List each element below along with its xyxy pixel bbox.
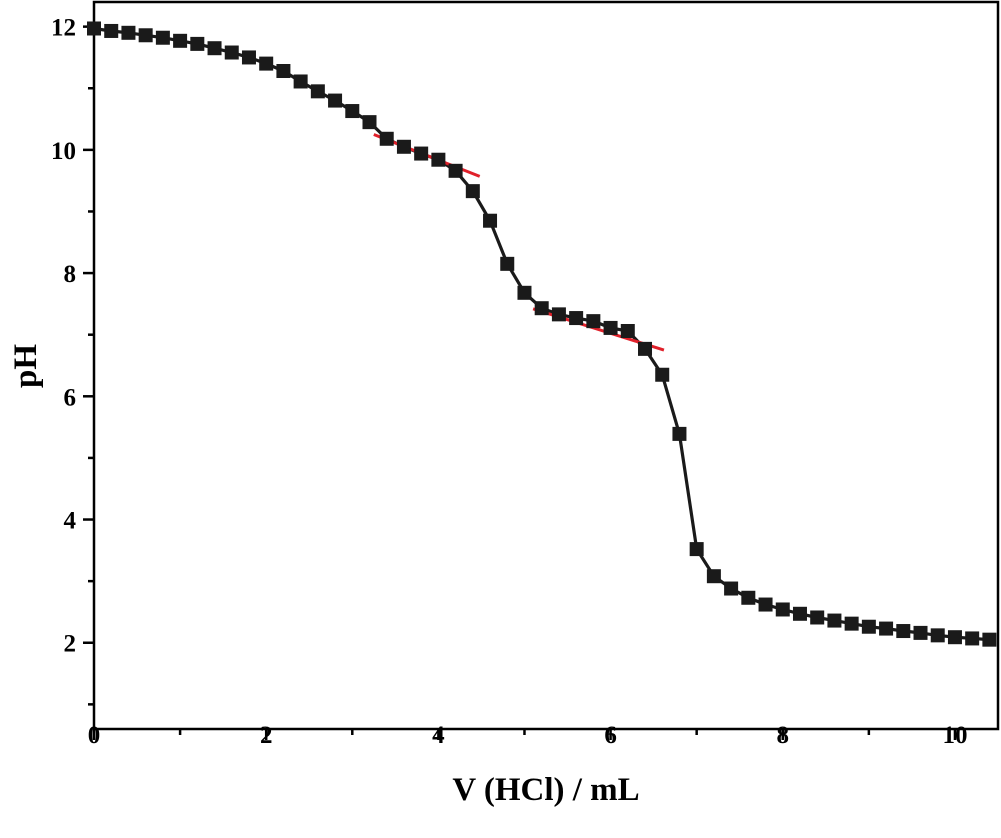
data-point xyxy=(792,606,807,621)
x-tick-label: 8 xyxy=(777,722,790,749)
data-point xyxy=(775,602,790,617)
y-tick-label: 4 xyxy=(64,508,77,535)
data-point xyxy=(500,256,515,271)
data-point xyxy=(672,426,687,441)
data-point xyxy=(87,21,101,36)
y-tick-label: 12 xyxy=(51,15,76,42)
data-point xyxy=(517,285,532,300)
data-point xyxy=(930,628,945,643)
data-point xyxy=(724,581,739,596)
fit-lines-group xyxy=(373,133,665,352)
data-point xyxy=(569,311,584,326)
data-point xyxy=(224,45,239,60)
data-point xyxy=(328,93,343,108)
data-point xyxy=(155,30,170,45)
data-point xyxy=(259,56,274,71)
data-point xyxy=(414,146,429,161)
data-point xyxy=(913,625,928,640)
data-point xyxy=(276,64,291,79)
plot-frame xyxy=(92,0,1000,731)
x-tick-label: 2 xyxy=(260,722,273,749)
data-point xyxy=(104,23,119,38)
data-point xyxy=(879,621,894,636)
data-point xyxy=(121,25,136,40)
data-point xyxy=(603,320,618,335)
titration-curve-line xyxy=(93,26,990,642)
data-point xyxy=(551,307,566,322)
data-point xyxy=(706,569,721,584)
data-point xyxy=(861,619,876,634)
data-point xyxy=(345,104,360,119)
data-point xyxy=(689,542,704,557)
x-tick-label: 6 xyxy=(604,722,617,749)
y-tick-label: 8 xyxy=(64,261,77,288)
data-point xyxy=(534,301,549,316)
x-tick-label: 10 xyxy=(942,722,967,749)
data-point xyxy=(241,50,256,65)
data-point xyxy=(448,163,463,178)
x-tick-label: 4 xyxy=(432,722,445,749)
x-axis-ticks xyxy=(92,729,957,740)
data-point xyxy=(827,613,842,628)
y-tick-label: 2 xyxy=(64,631,77,658)
x-tick-label: 0 xyxy=(88,722,101,749)
data-point xyxy=(741,590,756,605)
x-axis-tick-labels: 0 2 4 6 8 10 xyxy=(88,722,968,749)
y-axis-ticks xyxy=(83,25,94,706)
data-point xyxy=(844,616,859,631)
data-point xyxy=(758,597,773,612)
data-point xyxy=(310,84,325,99)
data-point xyxy=(396,139,411,154)
y-tick-label: 6 xyxy=(64,384,77,411)
data-point xyxy=(379,131,394,146)
data-point xyxy=(655,367,670,382)
y-tick-label: 10 xyxy=(51,138,76,165)
data-point xyxy=(620,323,635,338)
data-point xyxy=(173,33,188,48)
x-axis-title: V (HCl) / mL xyxy=(452,772,639,808)
data-point xyxy=(138,28,153,43)
data-point xyxy=(293,74,308,89)
data-point xyxy=(982,632,997,647)
data-point xyxy=(586,314,601,329)
data-point xyxy=(810,610,825,625)
y-axis-tick-labels: 2 4 6 8 10 12 xyxy=(51,15,77,658)
data-point xyxy=(431,152,446,167)
data-point xyxy=(190,36,205,51)
data-point xyxy=(483,213,498,228)
y-axis-title: pH xyxy=(8,344,44,388)
data-point xyxy=(965,631,980,646)
data-point xyxy=(947,630,962,645)
data-point xyxy=(465,184,480,199)
series-line-group xyxy=(93,26,990,642)
data-point xyxy=(896,624,911,639)
data-point xyxy=(638,341,653,356)
data-points-group xyxy=(87,21,997,647)
data-point xyxy=(207,41,222,56)
data-point xyxy=(362,115,377,130)
